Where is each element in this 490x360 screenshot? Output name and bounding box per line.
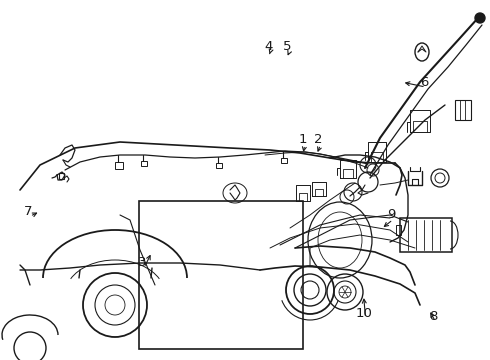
Bar (400, 218, 452, 252)
Bar (396, 225, 401, 235)
Bar (115, 162, 123, 169)
Bar (216, 163, 222, 168)
Bar (139, 201, 303, 349)
Circle shape (475, 13, 485, 23)
Text: 1: 1 (298, 133, 307, 146)
Text: 8: 8 (429, 310, 438, 323)
Text: 6: 6 (419, 76, 428, 89)
Bar (141, 161, 147, 166)
Bar (59, 173, 64, 179)
Bar (455, 100, 471, 120)
Text: 5: 5 (283, 40, 292, 53)
Text: 2: 2 (314, 133, 323, 146)
Text: 4: 4 (264, 40, 273, 53)
Text: 7: 7 (24, 205, 32, 218)
Text: 10: 10 (355, 307, 372, 320)
Text: 3: 3 (138, 256, 147, 269)
Bar (281, 158, 287, 163)
Text: 9: 9 (387, 208, 395, 221)
